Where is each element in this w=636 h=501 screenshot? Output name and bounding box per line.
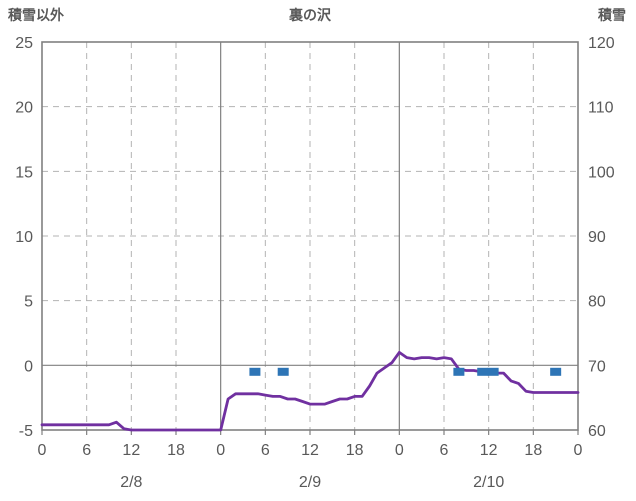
x-date-label: 2/10	[473, 474, 504, 491]
x-tick-label: 0	[574, 442, 583, 459]
x-tick-label: 18	[167, 442, 185, 459]
x-date-label: 2/9	[299, 474, 321, 491]
y-right-tick-label: 70	[588, 358, 606, 375]
left-axis-title: 積雪以外	[8, 7, 64, 23]
y-right-tick-label: 100	[588, 164, 615, 181]
snow-depth-marker	[249, 367, 261, 376]
y-right-tick-label: 90	[588, 229, 606, 246]
y-left-tick-label: 15	[15, 164, 33, 181]
y-right-tick-label: 60	[588, 423, 606, 440]
snow-depth-marker	[487, 367, 499, 376]
snow-depth-marker	[477, 367, 489, 376]
x-tick-label: 6	[440, 442, 449, 459]
x-tick-label: 0	[38, 442, 47, 459]
x-tick-label: 0	[216, 442, 225, 459]
y-left-tick-label: -5	[19, 423, 33, 440]
y-left-tick-label: 20	[15, 100, 33, 117]
x-tick-label: 18	[346, 442, 364, 459]
y-right-tick-label: 110	[588, 100, 614, 117]
x-tick-label: 6	[261, 442, 270, 459]
snow-depth-marker	[277, 367, 289, 376]
x-tick-label: 18	[524, 442, 542, 459]
snow-depth-marker	[550, 367, 562, 376]
snow-depth-marker	[453, 367, 465, 376]
y-left-tick-label: 10	[15, 229, 33, 246]
x-tick-label: 12	[480, 442, 498, 459]
y-left-tick-label: 0	[24, 358, 33, 375]
x-tick-label: 12	[122, 442, 140, 459]
x-tick-label: 0	[395, 442, 404, 459]
y-left-tick-label: 25	[15, 35, 33, 52]
y-right-tick-label: 120	[588, 35, 615, 52]
chart-title: 裏の沢	[289, 7, 331, 23]
y-left-tick-label: 5	[24, 294, 33, 311]
x-tick-label: 12	[301, 442, 319, 459]
y-right-tick-label: 80	[588, 294, 606, 311]
x-tick-label: 6	[82, 442, 91, 459]
x-date-label: 2/8	[120, 474, 142, 491]
right-axis-title: 積雪	[598, 7, 626, 23]
